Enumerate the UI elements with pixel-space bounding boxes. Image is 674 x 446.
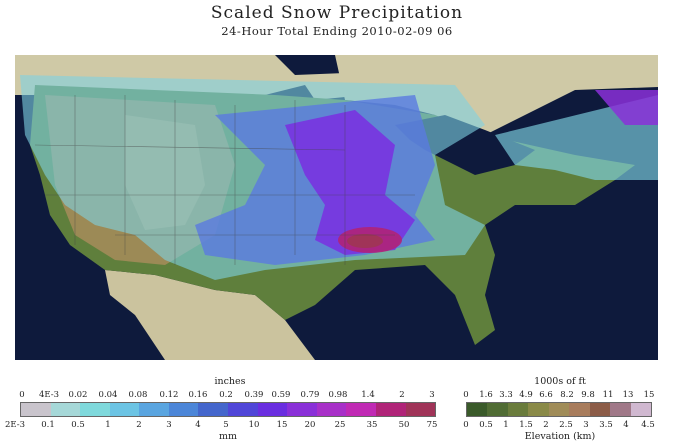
tick-label: 1.4 — [361, 390, 375, 400]
tick-label: 0.16 — [188, 390, 208, 400]
tick-label: 3 — [583, 420, 589, 430]
map-subtitle: 24-Hour Total Ending 2010-02-09 06 — [221, 24, 453, 38]
tick-label: 13 — [622, 390, 634, 400]
tick-label: 2E-3 — [4, 420, 26, 430]
color-swatch — [139, 403, 169, 416]
precip-unit-inches: inches — [214, 376, 246, 387]
elevation-unit-ft: 1000s of ft — [534, 376, 586, 387]
canada-east-land — [335, 55, 658, 135]
tick-label: 5 — [223, 420, 229, 430]
tick-label: 50 — [398, 420, 410, 430]
elevation-unit-km: Elevation (km) — [524, 431, 596, 442]
color-swatch — [257, 403, 288, 416]
tick-label: 2.5 — [559, 420, 573, 430]
color-swatch — [610, 403, 631, 416]
tick-label: 3.3 — [499, 390, 513, 400]
tick-label: 0.5 — [71, 420, 85, 430]
tick-label: 3 — [166, 420, 172, 430]
color-swatch — [80, 403, 110, 416]
snow-precipitation-map — [15, 55, 658, 360]
tick-label: 1.6 — [479, 390, 493, 400]
color-swatch — [528, 403, 549, 416]
tick-label: 0.5 — [479, 420, 493, 430]
color-swatch — [21, 403, 51, 416]
tick-label: 4.5 — [641, 420, 655, 430]
color-swatch — [569, 403, 590, 416]
color-swatch — [50, 403, 81, 416]
tick-label: 0.02 — [68, 390, 88, 400]
tick-label: 0.59 — [271, 390, 291, 400]
tick-label: 4E-3 — [38, 390, 60, 400]
tick-label: 0 — [19, 390, 25, 400]
tick-label: 20 — [304, 420, 316, 430]
tick-label: 2 — [543, 420, 549, 430]
tick-label: 0.79 — [300, 390, 320, 400]
northeast-heavy-snow — [595, 90, 658, 125]
tick-label: 11 — [602, 390, 614, 400]
tick-label: 3.5 — [599, 420, 613, 430]
tick-label: 1.5 — [519, 420, 533, 430]
northeast-snow — [495, 95, 658, 180]
color-swatch — [548, 403, 570, 416]
color-swatch — [228, 403, 258, 416]
color-swatch — [316, 403, 347, 416]
precip-color-bar — [20, 402, 436, 417]
tick-label: 0.39 — [244, 390, 264, 400]
tick-label: 0 — [463, 390, 469, 400]
precip-unit-mm: mm — [218, 431, 238, 442]
color-swatch — [375, 403, 406, 416]
tick-label: 10 — [248, 420, 260, 430]
tick-label: 4.9 — [519, 390, 533, 400]
color-swatch — [198, 403, 229, 416]
tick-label: 6.6 — [539, 390, 553, 400]
color-swatch — [405, 403, 436, 416]
color-swatch — [589, 403, 611, 416]
color-swatch — [467, 403, 488, 416]
map-title: Scaled Snow Precipitation — [210, 3, 464, 23]
tick-label: 0.08 — [128, 390, 148, 400]
tick-label: 2 — [399, 390, 405, 400]
elevation-color-bar — [466, 402, 652, 417]
mexico-land — [105, 270, 315, 360]
tick-label: 3 — [429, 390, 435, 400]
color-swatch — [109, 403, 140, 416]
tick-label: 1 — [105, 420, 111, 430]
tick-label: 15 — [276, 420, 288, 430]
tick-label: 35 — [366, 420, 378, 430]
tick-label: 75 — [426, 420, 438, 430]
tick-label: 0.04 — [98, 390, 118, 400]
color-swatch — [287, 403, 317, 416]
color-swatch — [168, 403, 199, 416]
tick-label: 15 — [643, 390, 655, 400]
tick-label: 0.2 — [219, 390, 233, 400]
tick-label: 4 — [195, 420, 201, 430]
tick-label: 8.2 — [560, 390, 574, 400]
snow-core — [347, 234, 383, 248]
tick-label: 0.98 — [328, 390, 348, 400]
tick-label: 2 — [136, 420, 142, 430]
tick-label: 0.12 — [159, 390, 179, 400]
tick-label: 0 — [463, 420, 469, 430]
color-swatch — [507, 403, 529, 416]
tick-label: 25 — [334, 420, 346, 430]
tick-label: 0.1 — [41, 420, 55, 430]
color-swatch — [630, 403, 651, 416]
tick-label: 1 — [503, 420, 509, 430]
color-swatch — [487, 403, 508, 416]
heavy-snow — [285, 110, 415, 255]
tick-label: 4 — [623, 420, 629, 430]
color-swatch — [346, 403, 376, 416]
tick-label: 9.8 — [581, 390, 595, 400]
state-boundaries — [34, 95, 415, 265]
